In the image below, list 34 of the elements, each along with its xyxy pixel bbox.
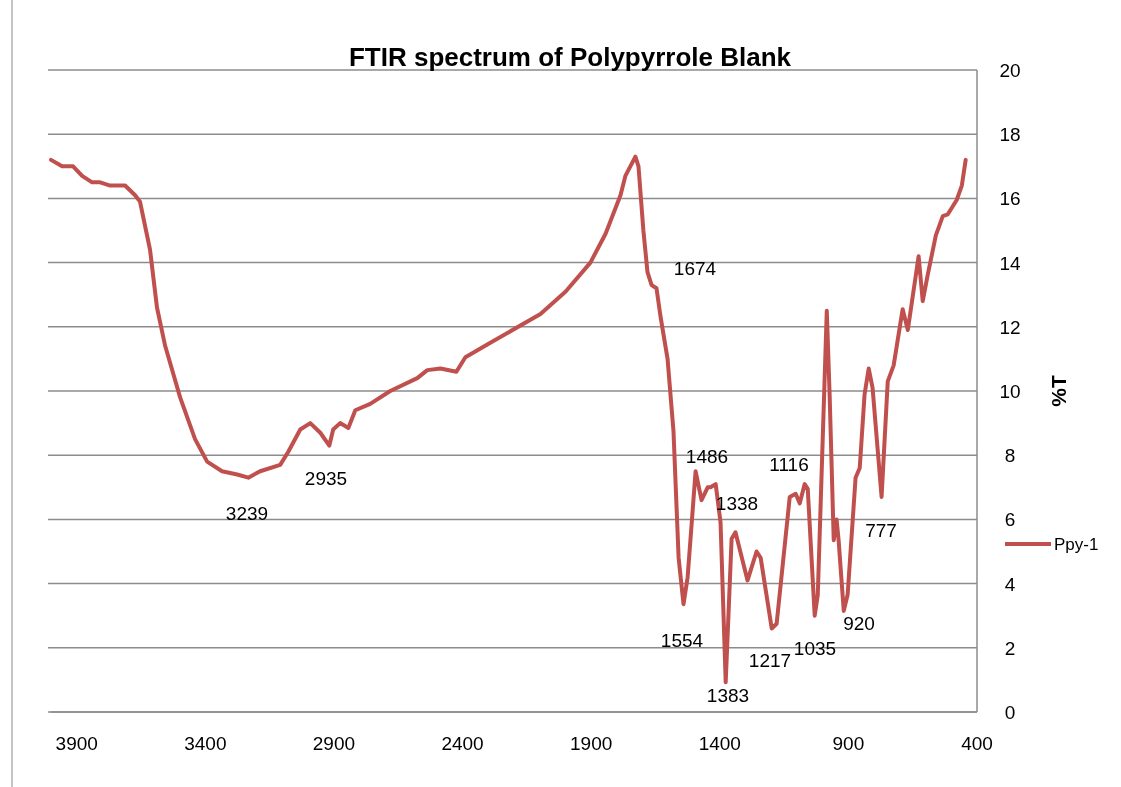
y-tick-label: 18	[999, 124, 1021, 146]
x-tick-label: 3900	[55, 733, 98, 754]
annotation: 920	[843, 613, 875, 634]
y-tick-label: 0	[1004, 702, 1016, 723]
annotation: 777	[865, 520, 897, 541]
x-tick-label: 2900	[312, 733, 356, 754]
annotation: 1486	[685, 446, 729, 467]
chart-title: FTIR spectrum of Polypyrrole Blank	[348, 42, 792, 72]
line-series	[49, 154, 968, 685]
y-axis-title: %T	[1047, 375, 1070, 407]
annotation: 1554	[660, 630, 704, 651]
legend-label: Ppy-1	[1054, 535, 1099, 554]
x-tick-label: 2400	[441, 733, 484, 754]
y-tick-label: 4	[1004, 573, 1016, 595]
y-tick-label: 10	[999, 381, 1021, 402]
y-tick-label: 20	[999, 60, 1021, 81]
y-tick-label: 16	[999, 188, 1021, 210]
annotation: 1116	[769, 454, 809, 475]
y-tick-label: 14	[999, 252, 1021, 274]
y-tick-label: 8	[1004, 445, 1016, 467]
annotation: 1674	[673, 258, 717, 279]
annotation: 1217	[748, 650, 792, 671]
y-tick-label: 2	[1004, 637, 1016, 659]
x-tick-label: 900	[832, 733, 865, 754]
x-tick-label: 400	[961, 733, 993, 754]
x-tick-label: 3400	[184, 733, 227, 754]
annotation: 1383	[706, 685, 750, 706]
y-tick-label: 12	[999, 316, 1021, 338]
annotation: 1035	[793, 638, 837, 659]
y-tick-label: 6	[1004, 509, 1016, 531]
x-tick-label: 1400	[698, 733, 741, 754]
annotation: 2935	[304, 468, 348, 489]
x-tick-label: 1900	[570, 733, 613, 754]
annotation: 3239	[225, 503, 269, 524]
